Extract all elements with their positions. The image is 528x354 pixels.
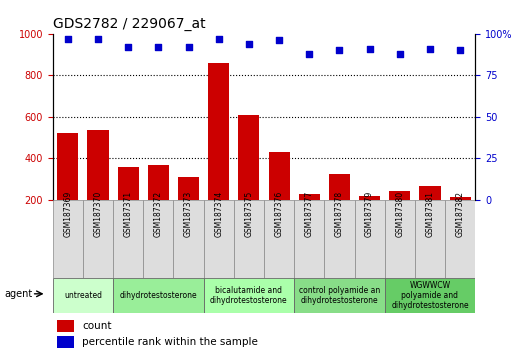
Text: untreated: untreated [64, 291, 102, 300]
Text: GSM187371: GSM187371 [124, 191, 133, 238]
Text: dihydrotestosterone: dihydrotestosterone [119, 291, 197, 300]
Text: GSM187382: GSM187382 [456, 192, 465, 238]
FancyBboxPatch shape [204, 200, 234, 278]
Text: GSM187377: GSM187377 [305, 191, 314, 238]
FancyBboxPatch shape [294, 200, 324, 278]
Bar [329, 174, 350, 241]
Point [214, 36, 223, 41]
Text: GSM187372: GSM187372 [154, 191, 163, 238]
FancyBboxPatch shape [113, 200, 143, 278]
Point [305, 51, 314, 56]
Text: bicalutamide and
dihydrotestosterone: bicalutamide and dihydrotestosterone [210, 286, 288, 305]
Text: GSM187369: GSM187369 [63, 191, 72, 238]
Text: GSM187373: GSM187373 [184, 191, 193, 238]
Point [94, 36, 102, 41]
Point [244, 41, 253, 46]
Point [124, 44, 133, 50]
Point [335, 47, 344, 53]
FancyBboxPatch shape [385, 200, 415, 278]
Point [365, 46, 374, 51]
FancyBboxPatch shape [385, 278, 475, 313]
FancyBboxPatch shape [354, 200, 385, 278]
Text: WGWWCW
polyamide and
dihydrotestosterone: WGWWCW polyamide and dihydrotestosterone [391, 281, 469, 310]
FancyBboxPatch shape [324, 200, 354, 278]
FancyBboxPatch shape [113, 278, 204, 313]
Bar [148, 165, 169, 241]
FancyBboxPatch shape [83, 200, 113, 278]
FancyBboxPatch shape [53, 278, 113, 313]
Text: GSM187381: GSM187381 [426, 192, 435, 238]
Bar [88, 130, 109, 241]
Bar [57, 320, 74, 332]
Point [426, 46, 434, 51]
FancyBboxPatch shape [445, 200, 475, 278]
FancyBboxPatch shape [294, 278, 385, 313]
Text: GDS2782 / 229067_at: GDS2782 / 229067_at [53, 17, 205, 31]
Bar [57, 336, 74, 348]
Bar [118, 167, 139, 241]
Text: GSM187378: GSM187378 [335, 191, 344, 238]
Text: GSM187380: GSM187380 [395, 191, 404, 238]
Text: GSM187376: GSM187376 [275, 191, 284, 238]
Text: GSM187370: GSM187370 [93, 191, 102, 238]
FancyBboxPatch shape [234, 200, 264, 278]
Text: count: count [82, 321, 112, 331]
Bar [58, 133, 79, 241]
Bar [178, 177, 199, 241]
Bar [238, 115, 259, 241]
Bar [269, 152, 290, 241]
FancyBboxPatch shape [264, 200, 294, 278]
FancyBboxPatch shape [415, 200, 445, 278]
Point [275, 38, 284, 43]
Point [154, 44, 163, 50]
Point [184, 44, 193, 50]
Text: agent: agent [4, 289, 33, 299]
Point [456, 47, 464, 53]
Bar [449, 197, 470, 241]
Bar [208, 63, 229, 241]
FancyBboxPatch shape [143, 200, 174, 278]
Text: GSM187375: GSM187375 [244, 191, 253, 238]
Text: GSM187374: GSM187374 [214, 191, 223, 238]
Bar [359, 196, 380, 241]
Bar [299, 194, 320, 241]
Text: control polyamide an
dihydrotestosterone: control polyamide an dihydrotestosterone [299, 286, 380, 305]
Point [395, 51, 404, 56]
FancyBboxPatch shape [53, 200, 83, 278]
Point [64, 36, 72, 41]
Bar [389, 191, 410, 241]
FancyBboxPatch shape [204, 278, 294, 313]
Bar [419, 187, 440, 241]
FancyBboxPatch shape [174, 200, 204, 278]
Text: GSM187379: GSM187379 [365, 191, 374, 238]
Text: percentile rank within the sample: percentile rank within the sample [82, 337, 258, 347]
